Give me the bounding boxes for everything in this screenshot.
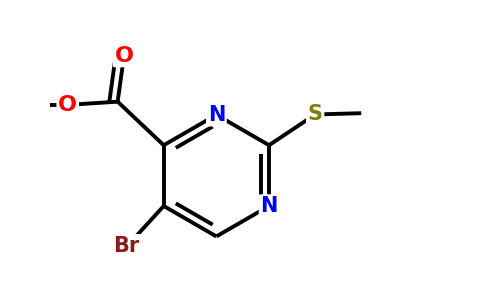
- Text: S: S: [308, 104, 323, 124]
- Text: N: N: [208, 105, 225, 125]
- Text: N: N: [260, 196, 278, 216]
- Text: Br: Br: [113, 236, 140, 256]
- Text: O: O: [58, 95, 77, 115]
- Text: O: O: [115, 46, 134, 66]
